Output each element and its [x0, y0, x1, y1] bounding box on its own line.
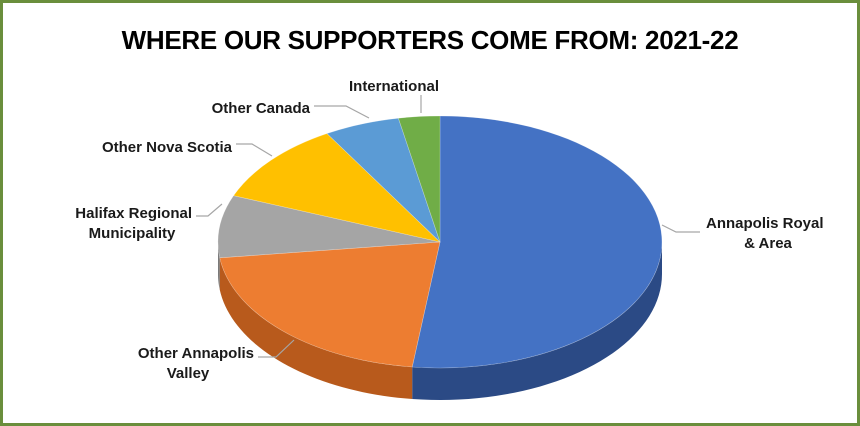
slice-label-1: Other Annapolis Valley	[138, 345, 254, 382]
pie-slice-3	[233, 133, 441, 243]
pie-slice-1	[219, 241, 441, 368]
pie-top	[217, 115, 663, 369]
leader-line-2	[196, 203, 223, 217]
pie-side-1	[219, 257, 413, 400]
leader-line-0	[661, 224, 700, 233]
slice-label-4: Other Canada	[212, 100, 311, 117]
leader-line-1	[258, 339, 295, 358]
leader-line-3	[236, 143, 273, 157]
pie-slice-4	[326, 117, 441, 243]
pie-slice-0	[411, 115, 663, 369]
slice-label-5: International	[349, 78, 439, 95]
pie-slice-2	[217, 195, 441, 259]
leader-line-4	[314, 105, 370, 119]
pie-sides	[218, 242, 662, 400]
pie-slice-5	[397, 115, 441, 243]
chart-title: WHERE OUR SUPPORTERS COME FROM: 2021-22	[121, 25, 739, 55]
pie-side-0	[412, 242, 662, 400]
slice-label-2: Halifax Regional Municipality	[75, 205, 192, 242]
slice-label-0: Annapolis Royal & Area	[706, 215, 824, 252]
slice-label-3: Other Nova Scotia	[102, 139, 233, 156]
pie-side-2	[218, 242, 220, 290]
